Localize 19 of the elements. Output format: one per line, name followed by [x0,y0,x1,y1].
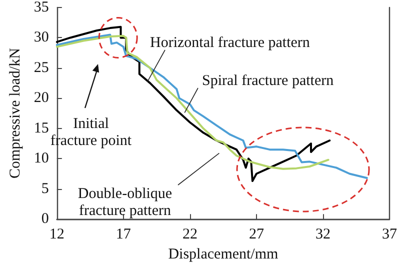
x-tick-label: 32 [315,226,330,243]
y-tick-label: 5 [41,180,49,197]
x-tick-label: 12 [49,226,64,243]
text: Double-oblique fracture pattern [78,186,172,219]
series-label: Spiral fracture pattern [202,73,334,89]
y-tick-label: 25 [34,60,49,76]
y-tick-label: 10 [34,150,49,167]
x-tick-label: 17 [116,226,132,243]
x-axis-title: Displacement/mm [168,246,279,262]
x-tick-label: 27 [248,226,264,243]
y-tick-label: 35 [34,0,49,16]
y-tick-label: 15 [34,120,49,136]
y-tick-label: 30 [34,30,49,46]
y-axis-title: Compressive load/kN [8,48,24,179]
series-label: Horizontal fracture pattern [150,35,310,51]
x-tick-label: 22 [182,226,198,243]
y-tick-label: 20 [34,90,49,106]
x-tick-label: 37 [382,226,398,243]
y-tick-label: 0 [41,211,49,228]
